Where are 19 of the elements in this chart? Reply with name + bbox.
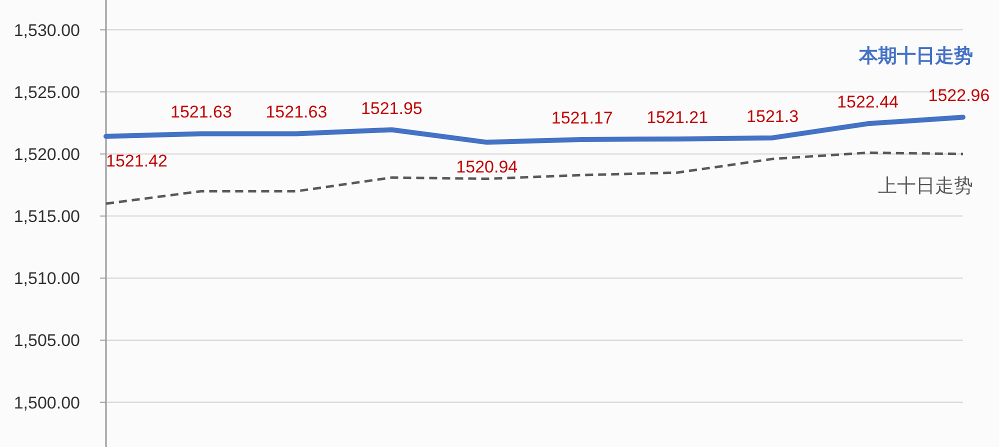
- data-label: 1521.95: [360, 98, 422, 118]
- data-label: 1521.3: [746, 106, 799, 126]
- data-label: 1521.21: [646, 108, 708, 127]
- series-label: 上十日走势: [878, 176, 973, 197]
- y-tick-label: 1,500.00: [14, 393, 80, 412]
- data-label: 1522.96: [928, 86, 990, 106]
- data-label: 1521.42: [106, 151, 168, 170]
- data-label: 1522.44: [837, 92, 899, 112]
- y-tick-label: 1,505.00: [14, 331, 80, 350]
- y-tick-label: 1,520.00: [14, 144, 80, 164]
- data-label: 1521.63: [170, 102, 232, 122]
- data-label: 1521.63: [266, 102, 328, 122]
- data-label: 1521.17: [551, 108, 613, 128]
- y-tick-label: 1,525.00: [14, 82, 80, 102]
- y-tick-label: 1,530.00: [14, 20, 80, 40]
- data-label: 1520.94: [456, 157, 518, 176]
- y-tick-label: 1,515.00: [14, 207, 80, 226]
- y-tick-label: 1,510.00: [14, 269, 80, 288]
- text: 本期十日走势: [858, 45, 973, 68]
